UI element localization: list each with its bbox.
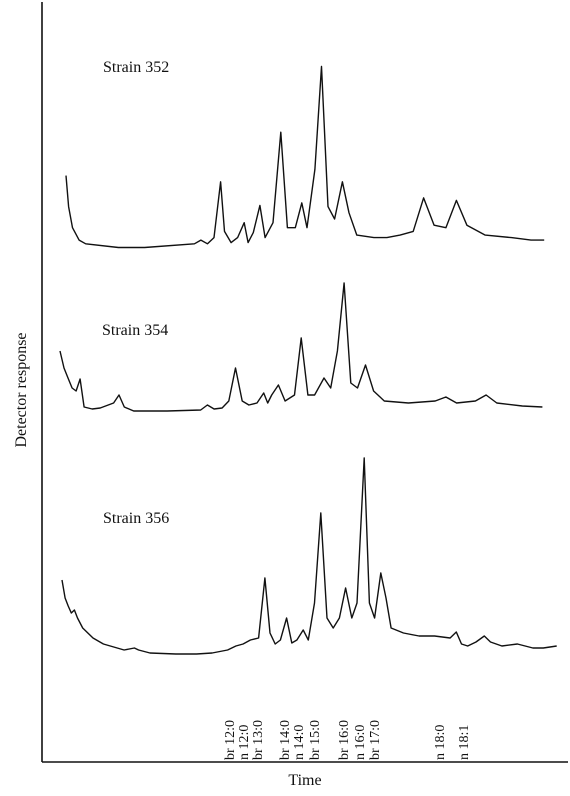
peak-label-n-14-0: n 14:0 <box>292 725 307 760</box>
series-label-strain-354: Strain 354 <box>102 322 168 339</box>
peak-label-br-16-0: br 16:0 <box>337 720 352 760</box>
trace-strain-356 <box>61 457 557 655</box>
peak-label-br-17-0: br 17:0 <box>368 720 383 760</box>
peak-label-br-14-0: br 14:0 <box>278 720 293 760</box>
series-label-strain-356: Strain 356 <box>103 510 169 527</box>
series-label-strain-352: Strain 352 <box>103 59 169 76</box>
peak-label-n-12-0: n 12:0 <box>237 725 252 760</box>
peak-label-br-15-0: br 15:0 <box>308 720 323 760</box>
peak-labels: br 12:0 n 12:0 br 13:0 br 14:0 n 14:0 br… <box>223 720 472 760</box>
peak-label-br-12-0: br 12:0 <box>223 720 238 760</box>
x-axis-label: Time <box>288 772 321 789</box>
trace-strain-354 <box>59 282 543 412</box>
peak-label-br-13-0: br 13:0 <box>251 720 266 760</box>
peak-label-n-18-1: n 18:1 <box>457 725 472 760</box>
trace-strain-352 <box>65 65 545 249</box>
peak-label-n-18-0: n 18:0 <box>433 725 448 760</box>
y-axis-label: Detector response <box>13 332 30 447</box>
peak-label-n-16-0: n 16:0 <box>353 725 368 760</box>
